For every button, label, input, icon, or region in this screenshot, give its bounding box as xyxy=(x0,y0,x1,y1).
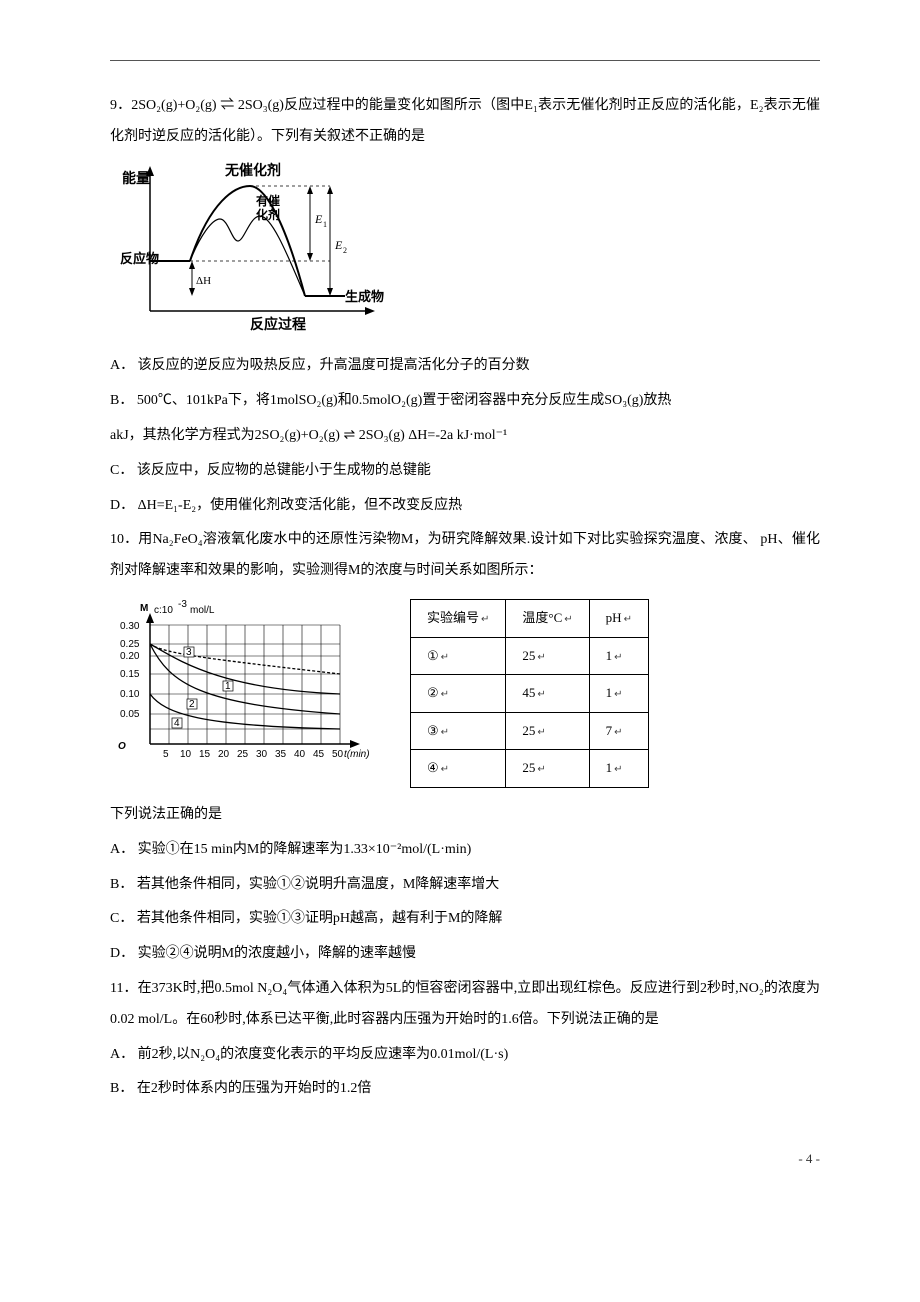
svg-text:c:10: c:10 xyxy=(154,605,173,616)
svg-text:20: 20 xyxy=(218,749,230,760)
q10-graph: M c:10 -3 mol/L O xyxy=(110,599,370,782)
svg-text:生成物: 生成物 xyxy=(345,289,384,304)
svg-text:E: E xyxy=(314,212,323,226)
q10-option-b: B． 若其他条件相同，实验①②说明升高温度，M降解速率增大 xyxy=(110,870,820,901)
svg-text:-3: -3 xyxy=(178,599,187,610)
svg-text:t(min): t(min) xyxy=(344,749,370,760)
q9-option-b-line1: B． 500℃、101kPa下，将1molSO₂(g)和0.5molO₂(g)置… xyxy=(110,386,820,417)
svg-text:2: 2 xyxy=(343,246,347,255)
q11-stem: 11．在373K时,把0.5mol N₂O₄气体通入体积为5L的恒容密闭容器中,… xyxy=(110,974,820,1036)
q10-option-c: C． 若其他条件相同，实验①③证明pH越高，越有利于M的降解 xyxy=(110,904,820,935)
q10-after-fig: 下列说法正确的是 xyxy=(110,800,820,831)
svg-text:E: E xyxy=(334,238,343,252)
q10-option-d: D． 实验②④说明M的浓度越小，降解的速率越慢 xyxy=(110,939,820,970)
q10-figure-row: M c:10 -3 mol/L O xyxy=(110,599,820,788)
q10-stem: 10．用Na₂FeO₄溶液氧化废水中的还原性污染物M，为研究降解效果.设计如下对… xyxy=(110,525,820,587)
q9-option-c: C． 该反应中，反应物的总键能小于生成物的总键能 xyxy=(110,456,820,487)
q9-energy-diagram: E1 E2 ΔH 能量 无催化剂 有催 化剂 反应物 生成物 反应过程 xyxy=(120,161,820,344)
table-header-row: 实验编号 温度°C pH xyxy=(411,599,649,637)
svg-text:3: 3 xyxy=(186,647,192,658)
svg-text:1: 1 xyxy=(323,220,327,229)
table-row: ④ 25 1 xyxy=(411,750,649,788)
svg-text:能量: 能量 xyxy=(122,170,150,187)
svg-text:ΔH: ΔH xyxy=(196,275,211,287)
svg-text:0.20: 0.20 xyxy=(120,651,140,662)
svg-text:化剂: 化剂 xyxy=(256,207,280,222)
svg-text:5: 5 xyxy=(163,749,169,760)
svg-text:0.05: 0.05 xyxy=(120,709,140,720)
table-row: ③ 25 7 xyxy=(411,712,649,750)
q9-option-b-line2: akJ，其热化学方程式为2SO₂(g)+O₂(g) ⇌ 2SO₃(g) ΔH=-… xyxy=(110,421,820,452)
table-row: ② 45 1 xyxy=(411,675,649,713)
svg-text:0.15: 0.15 xyxy=(120,669,140,680)
svg-text:25: 25 xyxy=(237,749,249,760)
q9-stem: 9．2SO₂(g)+O₂(g) ⇌ 2SO₃(g)反应过程中的能量变化如图所示（… xyxy=(110,91,820,153)
svg-text:0.30: 0.30 xyxy=(120,621,140,632)
th-ph: pH xyxy=(589,599,648,637)
svg-text:2: 2 xyxy=(189,699,195,710)
q10-option-a: A． 实验①在15 min内M的降解速率为1.33×10⁻²mol/(L·min… xyxy=(110,835,820,866)
q9-option-d: D． ΔH=E₁-E₂，使用催化剂改变活化能，但不改变反应热 xyxy=(110,491,820,522)
svg-text:mol/L: mol/L xyxy=(190,605,215,616)
svg-text:45: 45 xyxy=(313,749,325,760)
q10-table: 实验编号 温度°C pH ① 25 1 ② 45 1 ③ 25 7 ④ 25 xyxy=(410,599,649,788)
svg-text:反应过程: 反应过程 xyxy=(250,316,306,331)
svg-text:反应物: 反应物 xyxy=(120,251,159,266)
svg-text:1: 1 xyxy=(225,681,231,692)
svg-text:50: 50 xyxy=(332,749,344,760)
table-row: ① 25 1 xyxy=(411,637,649,675)
svg-text:M: M xyxy=(140,603,148,614)
svg-text:有催: 有催 xyxy=(256,193,280,208)
svg-text:O: O xyxy=(118,741,126,752)
th-temp: 温度°C xyxy=(506,599,589,637)
page-number: - 4 - xyxy=(110,1145,820,1174)
svg-text:4: 4 xyxy=(174,718,180,729)
svg-text:10: 10 xyxy=(180,749,192,760)
top-rule xyxy=(110,60,820,61)
svg-text:35: 35 xyxy=(275,749,287,760)
th-expnum: 实验编号 xyxy=(411,599,506,637)
svg-text:0.25: 0.25 xyxy=(120,639,140,650)
svg-text:15: 15 xyxy=(199,749,211,760)
q11-option-a: A． 前2秒,以N₂O₄的浓度变化表示的平均反应速率为0.01mol/(L·s) xyxy=(110,1040,820,1071)
q9-option-a: A． 该反应的逆反应为吸热反应，升高温度可提高活化分子的百分数 xyxy=(110,351,820,382)
svg-text:40: 40 xyxy=(294,749,306,760)
svg-text:30: 30 xyxy=(256,749,268,760)
svg-text:0.10: 0.10 xyxy=(120,689,140,700)
q11-option-b: B． 在2秒时体系内的压强为开始时的1.2倍 xyxy=(110,1074,820,1105)
svg-text:无催化剂: 无催化剂 xyxy=(224,162,281,179)
